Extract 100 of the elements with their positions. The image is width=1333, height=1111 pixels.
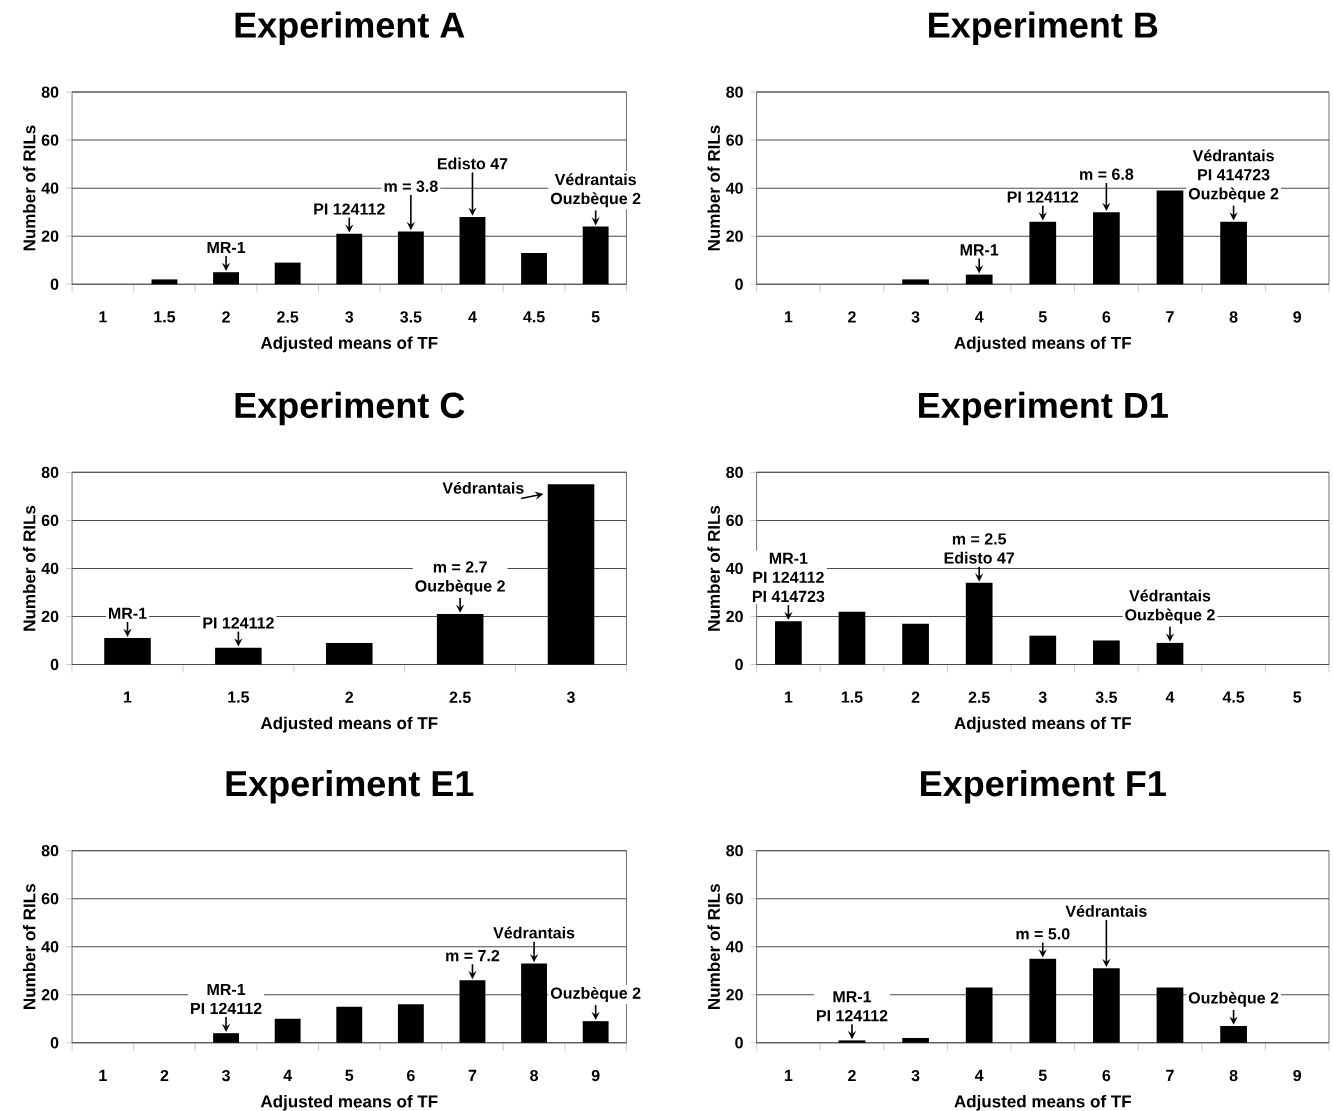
- x-tick-label: 5: [1038, 311, 1047, 323]
- y-tick-label: 80: [41, 466, 59, 479]
- x-tick-label: 3: [345, 311, 354, 323]
- y-tick-label: 60: [41, 893, 59, 905]
- x-tick-label: 4: [1165, 691, 1175, 703]
- annotation: PI 414723: [752, 590, 825, 603]
- annotation: Védrantais: [493, 926, 575, 939]
- y-tick-label: 40: [725, 562, 743, 575]
- annotation: MR-1: [960, 244, 999, 256]
- annotation: m = 2.7: [433, 561, 487, 573]
- x-tick-label: 9: [1293, 311, 1302, 323]
- bar: [838, 611, 866, 665]
- chart-title: Experiment B: [929, 11, 1158, 46]
- y-tick-label: 40: [41, 182, 59, 194]
- x-tick-label: 4.5: [1222, 691, 1245, 703]
- bar: [1029, 635, 1057, 665]
- x-tick-label: 4: [283, 1069, 293, 1081]
- x-tick-label: 1: [784, 691, 793, 703]
- bar: [151, 279, 178, 285]
- annotation: MR-1: [109, 607, 147, 619]
- y-axis-title: Number of RILs: [707, 505, 720, 631]
- y-axis-title: Number of RILs: [22, 884, 36, 1009]
- y-tick-label: 80: [41, 845, 59, 857]
- annotation: MR-1: [833, 991, 872, 1003]
- x-tick-label: 7: [1166, 1069, 1174, 1081]
- bar: [965, 987, 993, 1043]
- x-tick-label: 9: [1293, 1069, 1302, 1082]
- bar: [274, 1018, 301, 1043]
- bar: [1093, 640, 1120, 665]
- y-tick-label: 60: [726, 514, 743, 527]
- x-tick-label: 5: [345, 1069, 354, 1082]
- annotation: PI 414723: [1198, 169, 1270, 181]
- y-tick-label: 60: [41, 134, 59, 146]
- bar: [902, 279, 929, 285]
- annotation: Edisto 47: [944, 551, 1015, 564]
- x-tick-label: 3: [911, 311, 920, 323]
- x-tick-label: 1.5: [841, 691, 863, 703]
- y-tick-label: 0: [50, 658, 59, 671]
- x-tick-label: 2: [160, 1069, 169, 1082]
- y-tick-label: 80: [41, 86, 59, 98]
- x-tick-label: 3: [911, 1069, 920, 1082]
- x-tick-label: 5: [591, 311, 600, 323]
- bar: [521, 253, 547, 285]
- x-tick-label: 3.5: [400, 311, 422, 323]
- annotation: Védrantais: [442, 481, 524, 494]
- y-axis-title: Number of RILs: [707, 884, 720, 1009]
- annotation: PI 124112: [203, 617, 274, 629]
- y-tick-label: 0: [735, 1037, 743, 1049]
- y-tick-label: 60: [726, 893, 743, 905]
- y-tick-label: 80: [726, 86, 743, 98]
- y-tick-label: 20: [41, 230, 59, 242]
- x-tick-label: 7: [1166, 311, 1174, 323]
- x-tick-label: 1: [99, 311, 107, 323]
- annotation: Ouzbèque 2: [1188, 991, 1279, 1007]
- y-tick-label: 20: [726, 230, 743, 242]
- annotation: MR-1: [207, 984, 246, 996]
- bar: [902, 1038, 929, 1043]
- x-tick-label: 4: [974, 1069, 984, 1081]
- bar: [325, 642, 373, 665]
- x-axis-title: Adjusted means of TF: [260, 1095, 438, 1111]
- chart-title: Experiment F1: [921, 770, 1166, 804]
- bar: [397, 1004, 424, 1043]
- annotation: m = 3.8: [384, 180, 438, 193]
- x-tick-label: 3: [566, 691, 575, 704]
- x-tick-label: 3: [1038, 691, 1047, 704]
- bar: [336, 1006, 363, 1043]
- x-axis-title: Adjusted means of TF: [954, 336, 1131, 353]
- y-tick-label: 20: [41, 989, 59, 1001]
- y-tick-label: 40: [725, 941, 743, 953]
- x-tick-label: 6: [1102, 1069, 1111, 1082]
- x-tick-label: 2: [222, 311, 230, 323]
- x-tick-label: 3: [221, 1069, 230, 1082]
- x-tick-label: 3.5: [1095, 691, 1118, 704]
- x-axis-title: Adjusted means of TF: [260, 716, 438, 733]
- x-tick-label: 2: [848, 311, 856, 323]
- bar: [274, 262, 301, 285]
- bar: [902, 623, 929, 665]
- annotation: Védrantais: [1065, 905, 1147, 917]
- x-tick-label: 1: [99, 1069, 107, 1081]
- chart-title: Experiment D1: [919, 391, 1168, 426]
- y-axis-title: Number of RILs: [22, 125, 36, 251]
- y-tick-label: 0: [735, 278, 743, 290]
- y-tick-label: 0: [50, 278, 59, 290]
- x-tick-label: 1: [784, 311, 793, 323]
- annotation: Ouzbèque 2: [550, 192, 641, 208]
- x-tick-label: 2.5: [449, 691, 471, 703]
- annotation: PI 124112: [314, 203, 385, 215]
- annotation: PI 124112: [191, 1002, 262, 1015]
- y-tick-label: 0: [50, 1037, 59, 1049]
- x-tick-label: 4: [974, 311, 984, 323]
- x-tick-label: 1: [124, 691, 132, 703]
- annotation: Edisto 47: [437, 157, 508, 170]
- annotation: Ouzbèque 2: [1125, 608, 1215, 624]
- y-tick-label: 60: [726, 134, 743, 146]
- y-tick-label: 40: [41, 562, 59, 575]
- annotation: MR-1: [769, 552, 808, 564]
- x-tick-label: 9: [591, 1069, 600, 1082]
- y-tick-label: 40: [725, 182, 743, 194]
- y-tick-label: 20: [41, 610, 59, 623]
- x-tick-label: 7: [468, 1069, 477, 1081]
